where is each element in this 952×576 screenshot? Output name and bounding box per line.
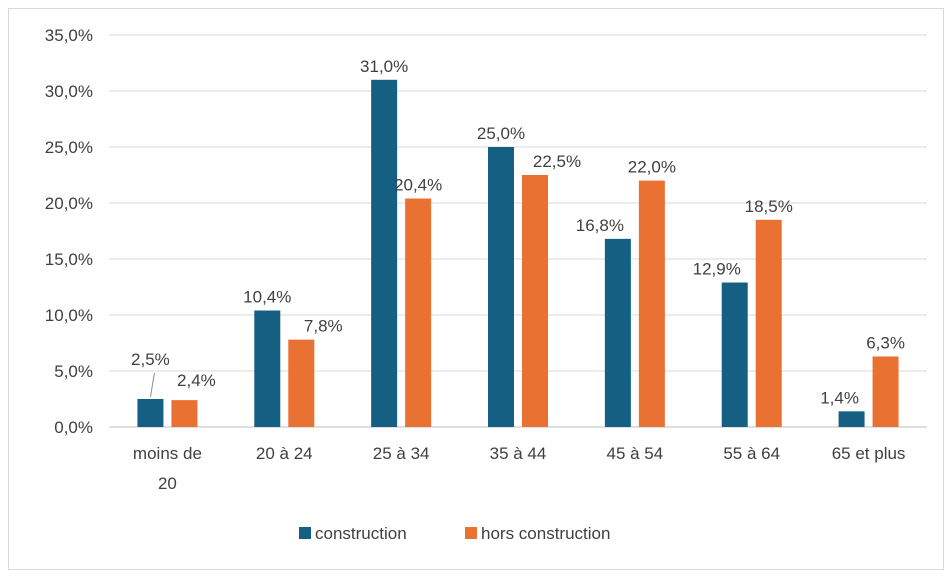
x-tick-label: 35 à 44 <box>490 444 547 463</box>
x-tick-label: 20 <box>158 474 177 493</box>
bar-construction <box>137 399 164 427</box>
data-label: 12,9% <box>693 260 741 279</box>
y-tick-label: 25,0% <box>45 138 93 157</box>
x-tick-label: 25 à 34 <box>373 444 430 463</box>
bar-construction <box>838 411 865 427</box>
x-tick-label: 65 et plus <box>832 444 906 463</box>
y-tick-label: 10,0% <box>45 306 93 325</box>
data-label: 25,0% <box>477 124 525 143</box>
data-label: 31,0% <box>360 57 408 76</box>
leader-line <box>149 372 155 398</box>
data-label: 22,5% <box>533 152 581 171</box>
bar-construction <box>488 147 514 427</box>
data-label: 1,4% <box>820 388 859 407</box>
y-tick-label: 30,0% <box>45 82 93 101</box>
data-label: 16,8% <box>576 216 624 235</box>
y-tick-label: 5,0% <box>54 362 93 381</box>
legend-label: construction <box>315 524 407 543</box>
y-tick-label: 0,0% <box>54 418 93 437</box>
bar-chart: 0,0% 5,0% 10,0% 15,0% 20,0% 25,0% 30,0% 35,0% 2,… <box>45 26 927 543</box>
data-label: 6,3% <box>866 333 905 352</box>
y-tick-label: 35,0% <box>45 26 93 45</box>
x-tick-label: moins de <box>133 444 202 463</box>
legend-swatch-hors-construction <box>465 527 477 539</box>
data-label: 22,0% <box>628 158 676 177</box>
x-tick-label: 55 à 64 <box>723 444 780 463</box>
y-tick-label: 15,0% <box>45 250 93 269</box>
bar-hors-construction <box>288 339 315 427</box>
bar-hors-construction <box>638 180 665 427</box>
x-tick-label: 20 à 24 <box>256 444 313 463</box>
bar-construction <box>604 238 631 427</box>
bar-construction <box>254 310 281 427</box>
bar-hors-construction <box>522 175 548 427</box>
data-label: 18,5% <box>745 197 793 216</box>
bar-construction <box>371 79 398 428</box>
bar-hors-construction <box>755 219 782 427</box>
bar-hors-construction <box>171 400 198 427</box>
bar-construction <box>721 282 748 427</box>
y-tick-label: 20,0% <box>45 194 93 213</box>
data-label: 2,5% <box>131 350 170 369</box>
bar-hors-construction <box>405 198 432 427</box>
legend-swatch-construction <box>299 527 311 539</box>
data-label: 10,4% <box>243 288 291 307</box>
legend-label: hors construction <box>481 524 610 543</box>
x-tick-label: 45 à 54 <box>606 444 663 463</box>
data-label: 2,4% <box>177 371 216 390</box>
bar-hors-construction <box>872 356 899 427</box>
data-label: 7,8% <box>304 317 343 336</box>
chart-area: 0,0% 5,0% 10,0% 15,0% 20,0% 25,0% 30,0% 35,0% 2,… <box>8 8 944 570</box>
data-label: 20,4% <box>394 176 442 195</box>
